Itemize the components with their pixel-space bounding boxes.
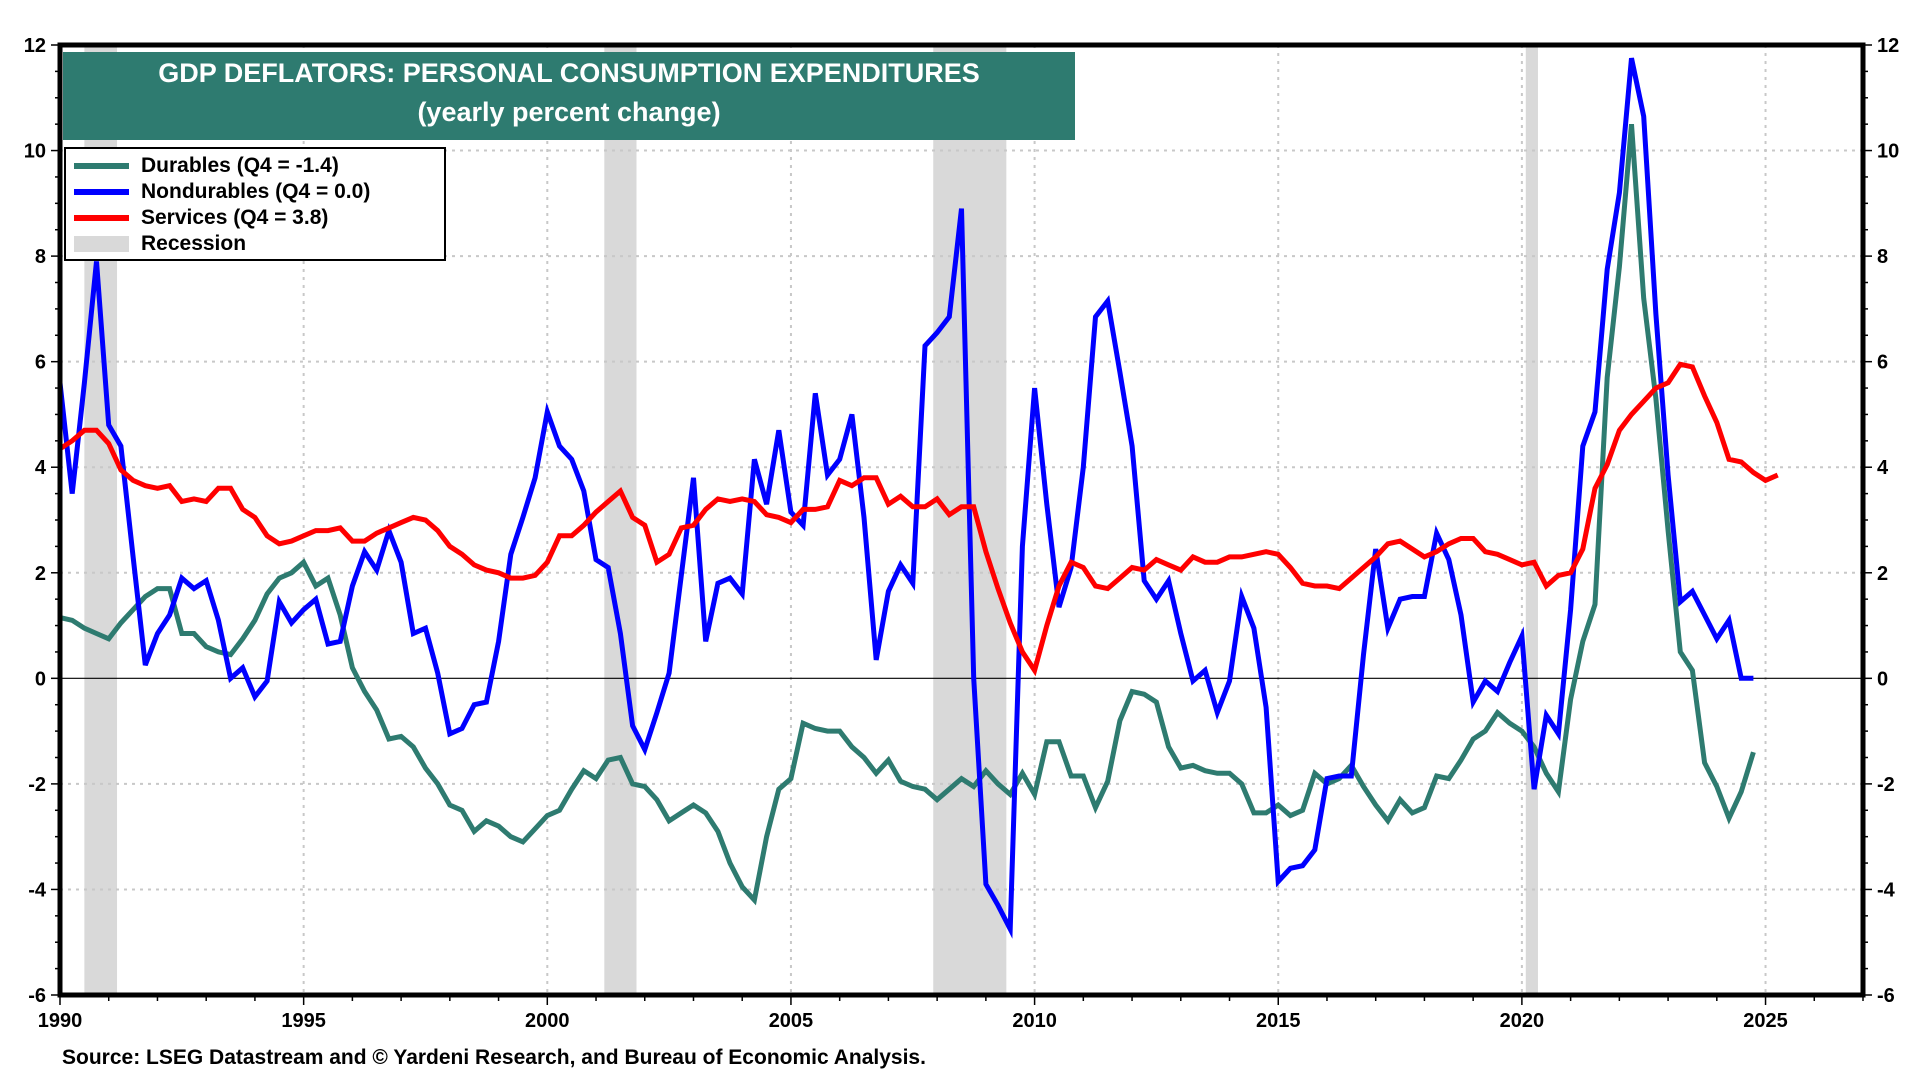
y-tick-label-left: 8: [35, 246, 46, 268]
y-tick-label-right: 12: [1877, 35, 1899, 57]
x-tick-label: 1995: [281, 1010, 326, 1032]
y-tick-label-left: 2: [35, 563, 46, 585]
y-tick-label-left: 12: [24, 35, 46, 57]
y-tick-label-left: -2: [28, 774, 46, 796]
legend-label: Nondurables (Q4 = 0.0): [141, 180, 371, 203]
legend-item-recession: Recession: [66, 231, 444, 257]
y-axis-left: -6 -4 -2 0 2 4 6 8 10 12: [24, 35, 60, 1007]
series-line-services: [58, 361, 1779, 677]
y-tick-label-right: 0: [1877, 668, 1888, 690]
y-tick-label-left: -4: [28, 879, 47, 901]
y-tick-label-right: 6: [1877, 352, 1888, 374]
legend: Durables (Q4 = -1.4) Nondurables (Q4 = 0…: [64, 147, 446, 261]
x-axis: 1990 1995 2000 2005 2010 2015 2020 2025: [38, 995, 1864, 1032]
y-tick-label-left: 10: [24, 141, 46, 163]
y-tick-label-left: 4: [35, 457, 47, 479]
x-tick-label: 2000: [525, 1010, 570, 1032]
chart-title-banner: GDP DEFLATORS: PERSONAL CONSUMPTION EXPE…: [63, 52, 1075, 140]
nondurables-line-swatch: [74, 189, 129, 195]
series-line-nondurables: [57, 57, 1754, 939]
y-tick-label-right: -4: [1877, 879, 1896, 901]
y-tick-label-right: -6: [1877, 985, 1895, 1007]
legend-label: Services (Q4 = 3.8): [141, 206, 329, 229]
series-lines: [57, 57, 1779, 939]
durables-line-swatch: [74, 163, 129, 169]
recession-band-swatch: [74, 236, 129, 252]
legend-label: Recession: [141, 232, 247, 255]
y-tick-label-right: -2: [1877, 774, 1895, 796]
y-tick-label-left: -6: [28, 985, 46, 1007]
legend-item-nondurables: Nondurables (Q4 = 0.0): [66, 179, 444, 205]
recession-band: [1525, 45, 1538, 995]
x-tick-label: 2010: [1012, 1010, 1057, 1032]
y-tick-label-left: 0: [35, 668, 46, 690]
chart-title: GDP DEFLATORS: PERSONAL CONSUMPTION EXPE…: [158, 58, 980, 88]
chart-subtitle: (yearly percent change): [417, 97, 721, 127]
x-tick-label: 2020: [1500, 1010, 1545, 1032]
recession-band: [604, 45, 637, 995]
x-tick-label: 1990: [38, 1010, 83, 1032]
legend-label: Durables (Q4 = -1.4): [141, 154, 339, 177]
source-note: Source: LSEG Datastream and © Yardeni Re…: [62, 1046, 926, 1069]
y-tick-label-left: 6: [35, 352, 46, 374]
y-tick-label-right: 2: [1877, 563, 1888, 585]
y-tick-label-right: 8: [1877, 246, 1888, 268]
legend-item-durables: Durables (Q4 = -1.4): [66, 153, 444, 179]
x-tick-label: 2005: [769, 1010, 814, 1032]
x-tick-label: 2015: [1256, 1010, 1301, 1032]
legend-item-services: Services (Q4 = 3.8): [66, 205, 444, 231]
x-tick-label: 2025: [1743, 1010, 1788, 1032]
y-tick-label-right: 4: [1877, 457, 1889, 479]
y-axis-right: -6 -4 -2 0 2 4 6 8 10 12: [1863, 35, 1899, 1007]
services-line-swatch: [74, 215, 129, 221]
y-tick-label-right: 10: [1877, 141, 1899, 163]
